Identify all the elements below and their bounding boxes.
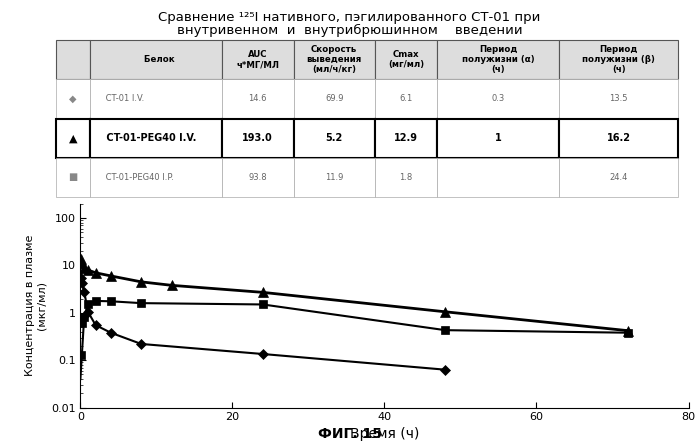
Y-axis label: Концентрация в плазме
(мкг/мл): Концентрация в плазме (мкг/мл) bbox=[25, 235, 47, 377]
Text: внутривенном  и  внутрибрюшинном    введении: внутривенном и внутрибрюшинном введении bbox=[177, 24, 522, 38]
Text: ФИГ. 15: ФИГ. 15 bbox=[317, 427, 382, 441]
X-axis label: Время (ч): Время (ч) bbox=[350, 427, 419, 441]
Text: Сравнение ¹²⁵I нативного, пэгилированного СТ-01 при: Сравнение ¹²⁵I нативного, пэгилированног… bbox=[158, 11, 541, 24]
